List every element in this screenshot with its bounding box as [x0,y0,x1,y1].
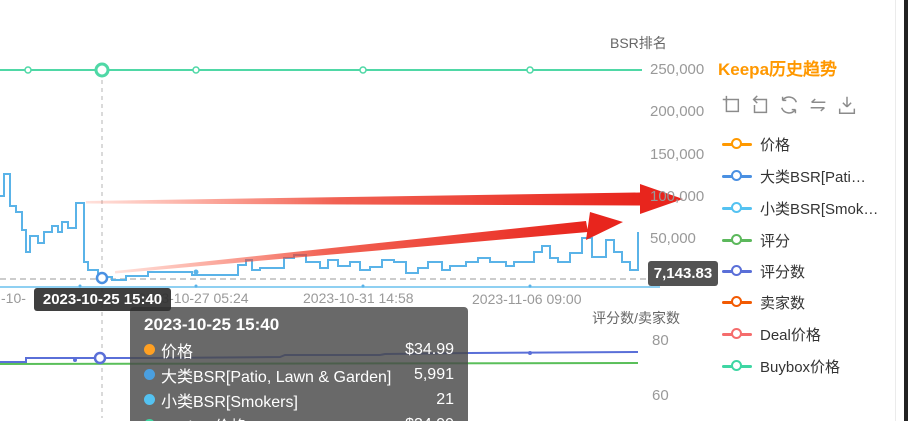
y-tick: 100,000 [650,188,705,205]
legend-label: 卖家数 [760,294,806,312]
tooltip-value: 5,991 [413,365,454,383]
legend-item-category-bsr[interactable]: 大类BSR[Pati… [722,165,866,187]
restore-icon[interactable] [778,94,800,116]
secondary-y-tick: 80 [652,332,669,349]
legend-item-rating[interactable]: 评分 [722,229,790,251]
buybox-marker [359,66,367,74]
series-dot-icon [144,394,155,405]
legend-label: Deal价格 [760,326,821,344]
legend-item-seller-count[interactable]: 卖家数 [722,291,805,313]
legend-label: 小类BSR[Smok… [760,200,879,218]
annotation-arrow-top [640,184,683,214]
legend-label: 大类BSR[Pati… [760,168,866,186]
annotation-arrow-bottom [586,212,623,240]
series-dot-icon [144,369,155,380]
y-tick: 200,000 [650,103,705,120]
rating-count-dot [528,351,532,355]
axis-tick-dot [194,284,198,288]
tooltip-timestamp: 2023-10-25 15:40 [144,315,280,334]
series-dot-icon [144,344,155,355]
legend-label: 评分 [760,232,791,250]
buybox-marker [192,66,200,74]
subcat-bsr-dot [193,269,199,275]
annotation-arrow-bottom [115,221,588,274]
legend-item-price[interactable]: 价格 [722,133,790,155]
legend-label: 价格 [760,136,791,154]
legend-line-icon [722,201,752,215]
legend-line-icon [722,264,752,278]
tooltip-label: 价格 [161,343,194,361]
tooltip-label: Buybox价格 [161,413,246,421]
chart-toolbar [720,94,858,116]
panel-title: Keepa历史趋势 [718,60,838,79]
panel-divider [895,0,896,421]
tooltip-row: 大类BSR[Patio, Lawn & Garden] 5,991 [144,362,454,387]
legend-item-subcategory-bsr[interactable]: 小类BSR[Smok… [722,197,878,219]
x-tick: 2023-11-06 09:00 [472,291,582,307]
buybox-marker [526,66,534,74]
legend-line-icon [722,137,752,151]
legend-line-icon [722,233,752,247]
legend-item-buybox-price[interactable]: Buybox价格 [722,355,840,377]
buybox-marker [24,66,32,74]
legend-item-rating-count[interactable]: 评分数 [722,260,805,282]
tooltip-row: Buybox价格 $34.99 [144,412,454,421]
swap-icon[interactable] [807,94,829,116]
tooltip-value: $34.99 [405,340,454,358]
annotation-arrow-top [86,192,640,206]
scrollbar[interactable] [904,0,908,421]
legend-line-icon [722,359,752,373]
legend-line-icon [722,295,752,309]
x-tick: 2023-10-31 14:58 [303,290,414,306]
y-tick: 250,000 [650,61,705,78]
zoom-back-icon[interactable] [749,94,771,116]
rating-count-marker-highlight [93,351,107,365]
axis-tick-dot [528,284,532,288]
subcategory-bsr-line [0,173,639,281]
tooltip-row: 价格 $34.99 [144,337,454,362]
tooltip-value: $34.99 [405,416,454,421]
tooltip-value: 21 [436,390,454,408]
axis-tick-dot [361,284,365,288]
tooltip-label: 小类BSR[Smokers] [161,393,298,411]
legend-label: Buybox价格 [760,358,841,376]
tooltip-row: 小类BSR[Smokers] 21 [144,387,454,412]
legend-item-deal-price[interactable]: Deal价格 [722,323,821,345]
chart-tooltip: 2023-10-25 15:40 价格 $34.99 大类BSR[Patio, … [130,307,468,421]
rating-count-dot [73,358,77,362]
secondary-y-tick: 60 [652,387,669,404]
y-tick: 50,000 [650,230,696,247]
series-dot-icon [144,419,155,421]
x-tick-clipped: -10- [1,290,26,306]
tooltip-label: 大类BSR[Patio, Lawn & Garden] [161,368,392,386]
subcat-bsr-marker-highlight [95,271,109,285]
legend-line-icon [722,327,752,341]
download-icon[interactable] [836,94,858,116]
legend-line-icon [722,169,752,183]
y-tick: 150,000 [650,146,705,163]
buybox-marker-highlight [94,62,110,78]
crosshair-x-label: 2023-10-25 15:40 [34,288,171,311]
secondary-axis-title: 评分数/卖家数 [592,310,680,326]
crosshair-y-label: 7,143.83 [648,261,718,286]
y-axis-title: BSR排名 [610,35,667,51]
axis-tick-dot [78,284,82,288]
zoom-select-icon[interactable] [720,94,742,116]
legend-label: 评分数 [760,263,806,281]
